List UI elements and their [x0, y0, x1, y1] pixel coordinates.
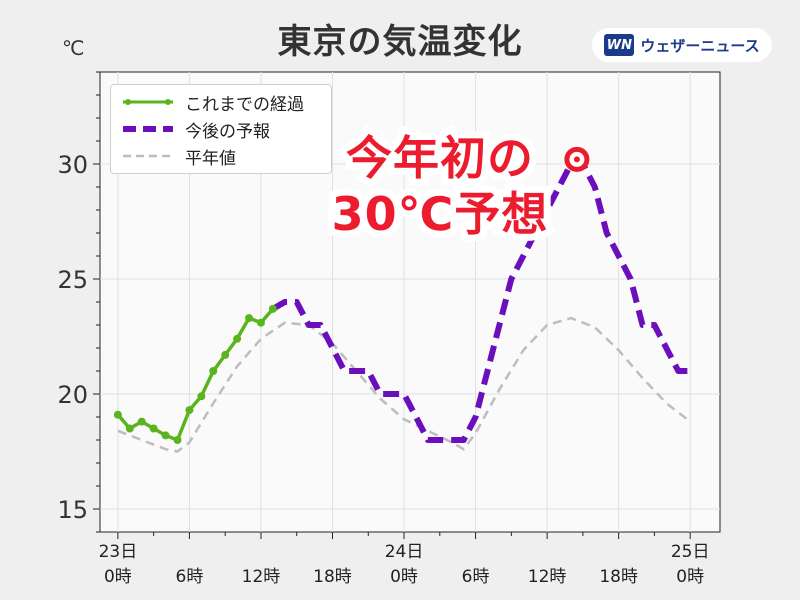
- x-tick-label-hour: 6時: [176, 567, 204, 587]
- x-tick-label-hour: 0時: [676, 567, 704, 587]
- legend-item-observed: これまでの経過: [121, 89, 304, 115]
- x-tick-label-day: 25日: [671, 542, 710, 562]
- legend-swatch-forecast: [123, 126, 173, 132]
- series-observed-point: [125, 424, 134, 433]
- chart-title: 東京の気温変化: [277, 22, 523, 62]
- callout-text: 今年初の 30℃予想: [300, 124, 580, 248]
- y-tick-label: 30: [57, 151, 88, 179]
- series-normal-line: [117, 316, 691, 453]
- legend-swatch-normal: [123, 154, 173, 158]
- x-tick-label-hour: 12時: [528, 567, 567, 587]
- y-tick-label: 15: [57, 496, 88, 524]
- x-tick-label-hour: 0時: [104, 567, 132, 587]
- series-observed-point: [113, 410, 122, 419]
- series-forecast-line: [271, 161, 691, 443]
- x-tick-label-hour: 12時: [242, 567, 281, 587]
- series-observed-point: [173, 436, 182, 444]
- x-tick-label-hour: 18時: [599, 567, 638, 587]
- series-observed-point: [268, 304, 277, 313]
- brand-name: ウェザーニュース: [640, 36, 760, 55]
- brand-logo: WN ウェザーニュース: [592, 28, 772, 62]
- series-observed-point: [256, 318, 265, 327]
- y-axis-unit: ℃: [62, 36, 85, 60]
- series-observed-point: [209, 367, 218, 375]
- brand-mark-icon: WN: [604, 34, 635, 56]
- legend-item-forecast: 今後の予報: [121, 116, 270, 142]
- series-observed-point: [197, 392, 206, 401]
- y-tick-label: 25: [57, 266, 88, 294]
- x-tick-label-hour: 0時: [390, 567, 418, 587]
- series-observed-point: [221, 350, 230, 359]
- callout-line-1: 今年初の: [339, 124, 540, 192]
- x-tick-label-day: 23日: [99, 542, 138, 562]
- x-tick-label-hour: 6時: [462, 567, 490, 587]
- legend-label-observed: これまでの経過: [185, 94, 304, 115]
- series-observed-point: [233, 334, 242, 343]
- annotation-marker-dot: [573, 156, 580, 163]
- legend-swatch-observed: [123, 99, 173, 105]
- legend-label-normal: 平年値: [185, 148, 236, 169]
- series-observed-point: [149, 424, 158, 433]
- series-observed-point: [245, 314, 254, 323]
- series-observed-point: [137, 417, 146, 426]
- series-observed-point: [161, 431, 170, 440]
- series-observed-point: [185, 406, 194, 415]
- legend-item-normal: 平年値: [121, 143, 236, 169]
- legend: これまでの経過 今後の予報 平年値: [110, 84, 332, 174]
- x-tick-label-hour: 18時: [313, 567, 352, 587]
- x-tick-label-day: 24日: [385, 542, 424, 562]
- legend-label-forecast: 今後の予報: [185, 121, 270, 142]
- callout-line-2: 30℃予想: [325, 180, 555, 248]
- y-tick-label: 20: [57, 381, 88, 409]
